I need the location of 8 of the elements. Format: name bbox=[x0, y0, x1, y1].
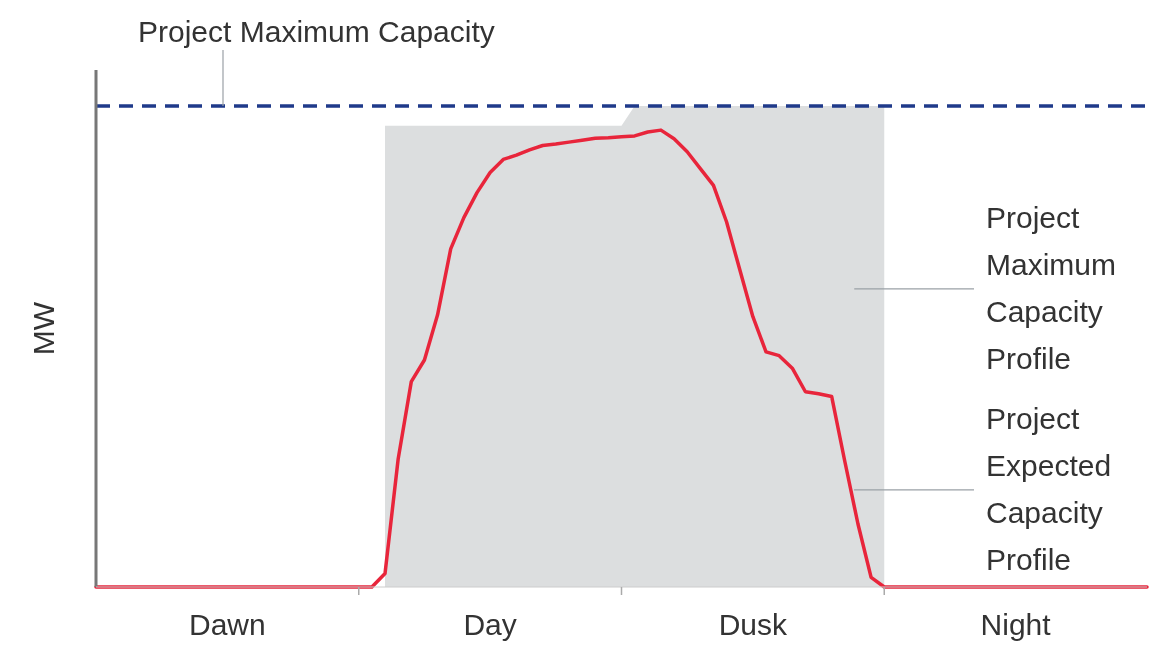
y-axis-title: MW bbox=[27, 301, 60, 356]
x-tick-label: Day bbox=[463, 608, 517, 641]
x-tick-label: Dusk bbox=[718, 608, 789, 641]
series-label: Project Expected Capacity Profile bbox=[986, 402, 1112, 577]
text: Project Maximum Capacity Profile bbox=[986, 201, 1117, 376]
x-tick-label: Night bbox=[980, 608, 1052, 641]
ref-line-label: Project Maximum Capacity bbox=[138, 15, 495, 48]
x-tick-label: Dawn bbox=[189, 608, 266, 641]
